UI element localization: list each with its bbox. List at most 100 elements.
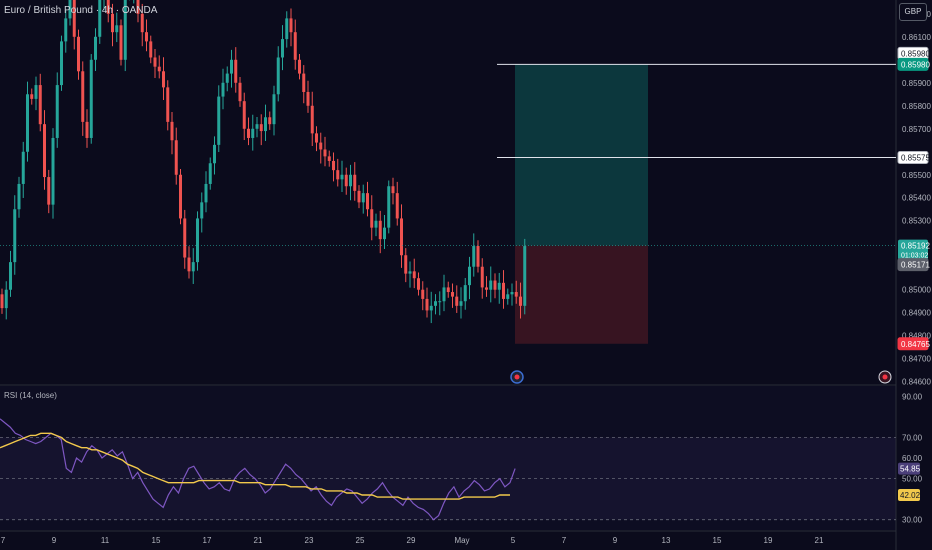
candle-body [149,41,153,58]
candle-body [476,246,480,267]
candle-body [64,18,68,42]
candle-body [493,280,497,290]
candle-body [106,0,110,14]
candle-body [196,218,199,263]
candle-body [81,71,85,122]
current-price-label: 0.85192 [901,242,930,251]
candle-body [417,278,420,290]
candle-body [281,39,284,58]
candle-body [13,209,17,263]
candle-body [519,296,522,306]
candle-body [77,36,80,72]
candle-body [302,73,306,92]
price-label-target-top: 0.85980 [901,49,930,58]
rsi-title: RSI (14, close) [4,391,57,400]
candle-body [357,190,361,203]
candle-body [374,220,378,228]
candle-body [298,59,301,74]
current-price-bg [898,239,928,260]
candle-body [366,193,369,210]
rsi-tick-label: 90.00 [902,392,923,401]
candle-body [327,156,331,161]
horizontal-lines[interactable] [0,63,896,246]
price-tick-label: 0.84800 [902,332,931,341]
candle-body [162,71,165,88]
time-tick-label: 9 [52,536,57,545]
prev-close-label: 0.85171 [901,261,930,270]
candle-body [451,292,454,297]
currency-button[interactable]: GBP [899,3,927,21]
candle-body [459,301,463,306]
candle-body [115,25,119,33]
time-tick-label: 25 [356,536,365,545]
candle-body [85,121,89,138]
candle-body [26,94,29,152]
price-tick-label: 0.85000 [902,286,931,295]
time-tick-label: May [454,536,469,545]
candle-body [383,227,386,240]
candle-body [170,121,174,141]
rsi-ma-label-bg [898,488,920,501]
rsi-tick-label: 50.00 [902,475,923,484]
candle-body [276,57,280,95]
candle-body [217,96,221,145]
candle-body [463,285,467,302]
candle-body [497,282,501,290]
candle-body [136,0,140,14]
rsi-tick-label: 30.00 [902,516,923,525]
candle-body [30,94,34,99]
candle-body [285,18,289,40]
price-labels: 0.859800.859800.855750.8519201:03:020.85… [897,46,930,351]
candle-body [234,59,238,83]
candle-body [412,271,416,279]
price-tick-label: 0.85900 [902,79,931,88]
candle-body [43,124,46,178]
time-tick-label: 11 [101,536,110,545]
candle-body [310,105,314,134]
candle-body [204,183,208,203]
price-tick-label: 0.85500 [902,171,931,180]
price-tick-label: 0.84900 [902,309,931,318]
price-label-target: 0.85980 [901,60,930,69]
candle-body [468,266,471,286]
position-zones[interactable] [515,64,648,344]
rsi-ma-label: 42.02 [900,491,921,500]
price-tick-label: 0.85700 [902,125,931,134]
candle-body [395,193,399,219]
candle-body [336,170,340,180]
candle-body [370,209,374,228]
target-zone[interactable] [515,64,648,246]
candle-body [272,94,276,125]
candle-body [4,289,8,309]
candle-body [340,174,344,180]
rsi-line [0,418,516,521]
stop-zone[interactable] [515,245,648,344]
time-tick-label: 15 [152,536,161,545]
candle-body [434,301,437,306]
price-tick-label: 0.84600 [902,378,931,387]
time-tick-label: 21 [815,536,824,545]
candle-body [472,246,476,267]
candle-body [289,18,293,33]
chart-icons[interactable] [510,370,892,384]
candle-body [446,287,450,293]
candle-body [361,193,365,203]
price-tick-label: 0.85300 [902,217,931,226]
candle-body [404,255,408,274]
rsi-tick-label: 70.00 [902,433,923,442]
candle-body [259,124,263,132]
candle-body [89,59,93,138]
candle-body [387,186,391,228]
candle-body [489,280,493,290]
candle-body [378,220,382,240]
candle-body [111,13,114,33]
candle-body [140,13,144,33]
rsi-value-label: 54.85 [900,465,921,474]
candle-body [153,57,157,67]
candle-body [179,174,182,219]
candle-body [242,101,246,129]
time-tick-label: 13 [662,536,671,545]
symbol-title: Euro / British Pound · 4h · OANDA [4,5,158,16]
time-tick-label: 7 [562,536,567,545]
